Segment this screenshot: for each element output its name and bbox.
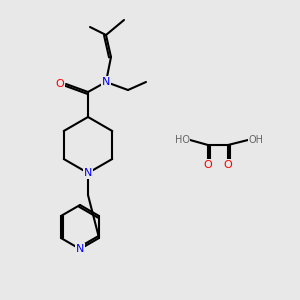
Text: O: O	[56, 79, 64, 89]
Text: N: N	[102, 77, 110, 87]
Text: N: N	[84, 168, 92, 178]
Text: O: O	[224, 160, 232, 170]
Text: O: O	[204, 160, 212, 170]
Text: HO: HO	[175, 135, 190, 145]
Text: N: N	[76, 244, 84, 254]
Text: OH: OH	[248, 135, 263, 145]
